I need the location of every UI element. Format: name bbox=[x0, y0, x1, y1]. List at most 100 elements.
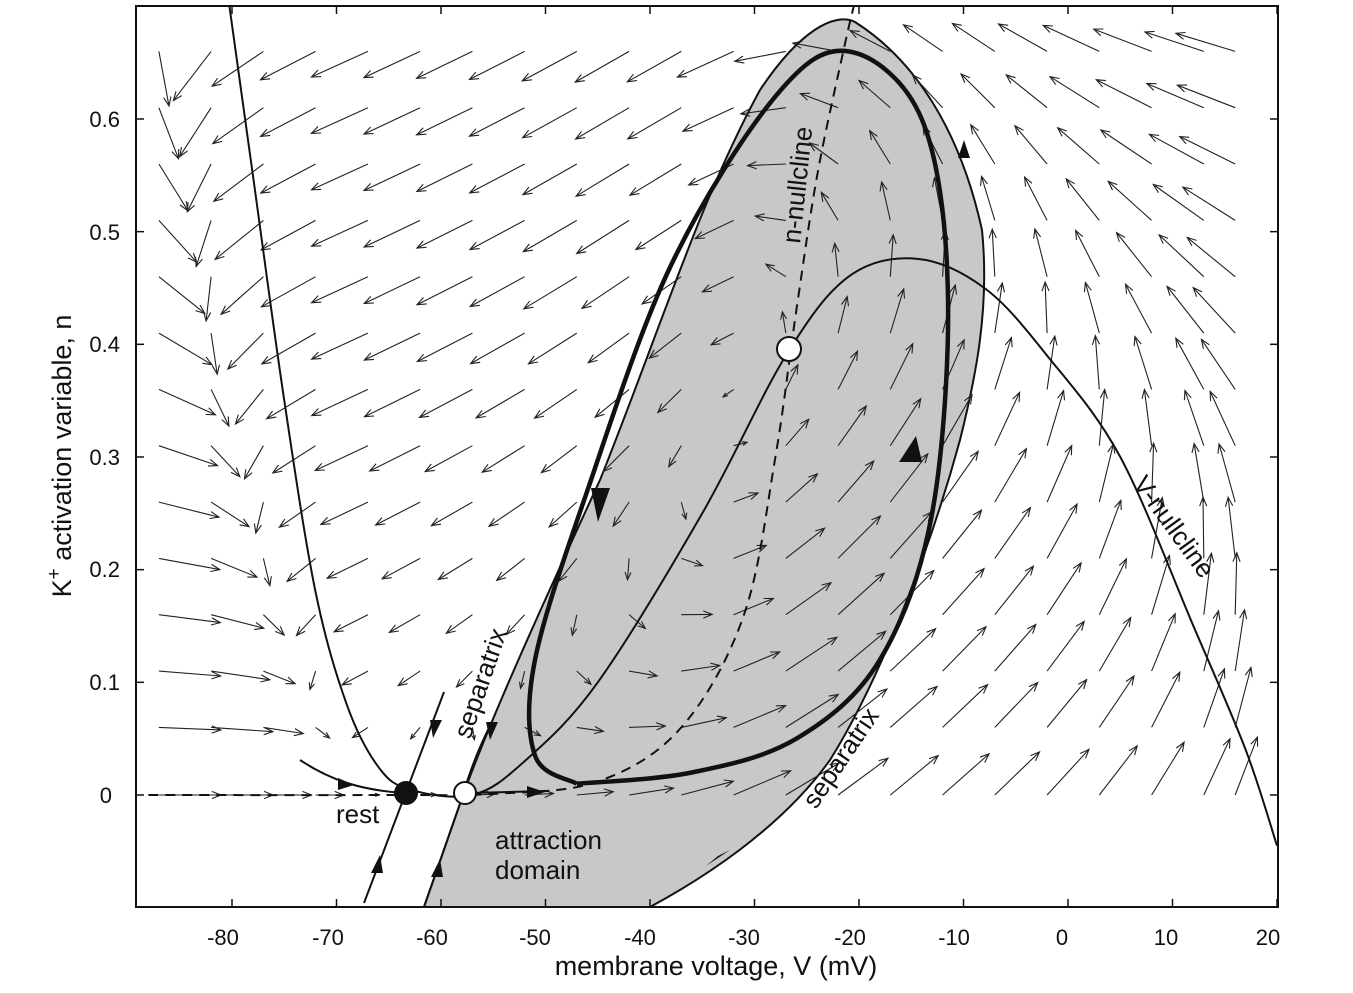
vector-field-arrow bbox=[981, 176, 995, 220]
vector-field-arrow bbox=[995, 392, 1020, 445]
vector-field-arrow bbox=[196, 220, 212, 266]
vector-field-arrow bbox=[315, 446, 368, 471]
vector-field-arrow bbox=[1117, 233, 1152, 277]
vector-field-arrow bbox=[1152, 672, 1180, 727]
v-nullcline-label: V-nullcline bbox=[1127, 470, 1221, 584]
vector-field-arrow bbox=[471, 333, 525, 364]
vector-field-arrow bbox=[1153, 185, 1204, 221]
vector-field-arrow bbox=[263, 558, 271, 585]
x-tick-label: 0 bbox=[1056, 925, 1068, 950]
y-tick-label: 0 bbox=[100, 783, 112, 808]
vector-field-arrow bbox=[364, 51, 420, 77]
vector-field-arrow bbox=[636, 220, 682, 249]
vector-field-arrow bbox=[1094, 29, 1152, 51]
vector-field-arrow bbox=[677, 51, 733, 77]
vector-field-arrow bbox=[311, 108, 368, 134]
vector-field-arrow bbox=[524, 277, 577, 309]
vector-field-arrow bbox=[417, 277, 472, 305]
vector-field-arrow bbox=[1099, 390, 1107, 446]
x-tick-label: -70 bbox=[312, 925, 344, 950]
vector-field-arrow bbox=[211, 727, 273, 734]
vector-field-arrow bbox=[1187, 237, 1235, 276]
y-axis-title-base: K bbox=[47, 579, 77, 597]
vector-field-arrow bbox=[261, 51, 316, 79]
vector-field-arrow bbox=[389, 615, 420, 633]
vector-field-arrow bbox=[431, 502, 472, 525]
vector-field-arrow bbox=[211, 333, 219, 374]
vector-field-arrow bbox=[1050, 77, 1099, 108]
vector-field-arrow bbox=[630, 164, 681, 195]
vector-field-arrow bbox=[228, 333, 264, 369]
vector-field-arrow bbox=[446, 615, 472, 634]
vector-field-arrow bbox=[159, 446, 218, 466]
vector-field-arrow bbox=[470, 277, 524, 307]
vector-field-arrow bbox=[1015, 126, 1047, 164]
vector-field-arrow bbox=[245, 446, 264, 479]
vector-field-arrow bbox=[989, 229, 996, 277]
y-tick-label: 0.1 bbox=[89, 670, 120, 695]
vector-field-arrow bbox=[522, 51, 577, 81]
vector-field-arrow bbox=[417, 108, 473, 135]
vector-field-arrow bbox=[312, 164, 368, 190]
vector-field-arrow bbox=[364, 277, 420, 304]
vector-field-arrow bbox=[267, 389, 316, 418]
vector-field-arrow bbox=[411, 727, 421, 739]
vector-field-arrow bbox=[1159, 235, 1204, 277]
vector-field-arrow bbox=[943, 510, 982, 558]
x-axis-title: membrane voltage, V (mV) bbox=[555, 951, 878, 981]
incoming-arrowhead bbox=[338, 778, 354, 790]
vector-field-arrow bbox=[382, 558, 420, 578]
vector-field-arrow bbox=[342, 671, 368, 685]
vector-field-arrow bbox=[312, 333, 368, 359]
vector-field-arrow bbox=[159, 558, 220, 571]
x-tick-labels: -80 -70 -60 -50 -40 -30 -20 -10 0 10 20 bbox=[207, 925, 1280, 950]
vector-field-arrow bbox=[470, 164, 525, 193]
vector-field-arrow bbox=[943, 754, 989, 795]
vector-field-arrow bbox=[628, 108, 682, 139]
x-tick-label: -60 bbox=[416, 925, 448, 950]
vector-field-arrow bbox=[159, 220, 197, 262]
vector-field-arrow bbox=[438, 558, 472, 579]
vector-field-arrow bbox=[187, 164, 211, 212]
vector-field-arrow bbox=[1047, 680, 1087, 728]
vector-field-arrow bbox=[952, 23, 994, 51]
vector-field-arrow bbox=[297, 615, 316, 636]
vector-field-arrow bbox=[476, 389, 524, 418]
x-tick-label: -30 bbox=[728, 925, 760, 950]
y-tick-label: 0.3 bbox=[89, 445, 120, 470]
vector-field-arrow bbox=[159, 615, 221, 625]
vector-field-arrow bbox=[1152, 742, 1185, 795]
vector-field-arrow bbox=[180, 108, 212, 157]
vector-field-arrow bbox=[263, 671, 295, 684]
vector-field-arrow bbox=[417, 51, 473, 78]
vector-field-arrow bbox=[1204, 739, 1230, 795]
x-tick-label: 20 bbox=[1256, 925, 1280, 950]
vector-field-arrow bbox=[173, 51, 211, 100]
vector-field-arrow bbox=[1042, 282, 1049, 333]
vector-field-arrow bbox=[364, 333, 420, 360]
vector-field-arrow bbox=[506, 615, 524, 635]
vector-field-arrow bbox=[1218, 444, 1235, 502]
vector-field-arrow bbox=[1235, 610, 1247, 671]
vector-field-arrow bbox=[943, 685, 988, 728]
vector-field-arrow bbox=[316, 727, 330, 738]
vector-field-arrow bbox=[159, 51, 171, 106]
vector-field-arrow bbox=[1235, 667, 1252, 727]
vector-field-arrow bbox=[327, 558, 368, 578]
vector-field-arrow bbox=[1101, 130, 1152, 164]
vector-field-arrow bbox=[1204, 611, 1220, 671]
vector-field-arrow bbox=[529, 333, 577, 364]
vector-field-arrow bbox=[995, 752, 1040, 795]
vector-field-arrow bbox=[1210, 391, 1235, 445]
x-tick-label: -40 bbox=[624, 925, 656, 950]
vector-field-arrow bbox=[1092, 336, 1099, 390]
vector-field-arrow bbox=[470, 108, 525, 137]
vector-field-arrow bbox=[1047, 749, 1089, 795]
y-axis-title-rest: activation variable, n bbox=[47, 315, 77, 569]
y-tick-label: 0.5 bbox=[89, 220, 120, 245]
vector-field-arrow bbox=[1226, 497, 1236, 558]
vector-field-arrow bbox=[159, 108, 179, 159]
vector-field-arrow bbox=[311, 51, 368, 77]
rest-label: rest bbox=[336, 799, 380, 829]
vector-field-arrow bbox=[683, 108, 734, 132]
